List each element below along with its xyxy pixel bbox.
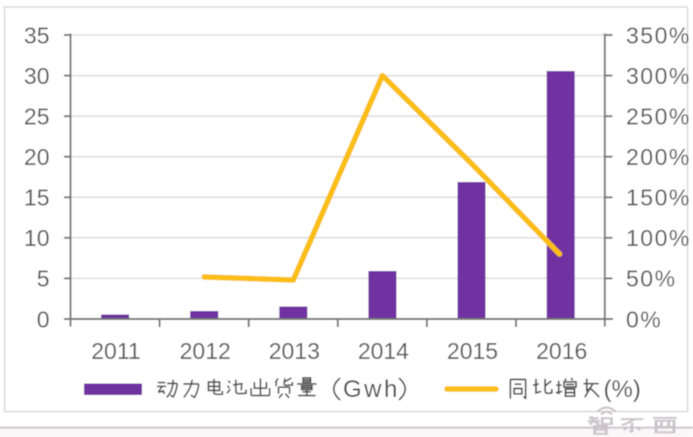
svg-text:35: 35 [24, 22, 50, 48]
svg-text:30: 30 [24, 63, 50, 89]
svg-text:50%: 50% [626, 266, 677, 292]
svg-text:(%): (%) [604, 376, 641, 403]
svg-text:10: 10 [24, 225, 50, 251]
svg-text:20: 20 [24, 144, 50, 170]
svg-text:2014: 2014 [358, 338, 409, 364]
svg-text:2011: 2011 [91, 338, 140, 364]
svg-text:15: 15 [24, 185, 50, 211]
svg-text:350%: 350% [626, 22, 691, 48]
svg-text:2013: 2013 [269, 338, 320, 364]
svg-text:25: 25 [24, 104, 50, 130]
svg-text:250%: 250% [626, 104, 691, 130]
svg-text:2015: 2015 [447, 338, 498, 364]
svg-text:200%: 200% [626, 144, 691, 170]
svg-text:2012: 2012 [180, 338, 231, 364]
svg-text:300%: 300% [626, 63, 691, 89]
svg-text:Gwh: Gwh [343, 376, 400, 403]
svg-text:150%: 150% [626, 185, 691, 211]
svg-text:100%: 100% [626, 225, 691, 251]
svg-text:0%: 0% [626, 306, 662, 332]
svg-text:2016: 2016 [536, 338, 587, 364]
svg-text:0: 0 [37, 306, 50, 332]
svg-text:5: 5 [37, 266, 50, 292]
